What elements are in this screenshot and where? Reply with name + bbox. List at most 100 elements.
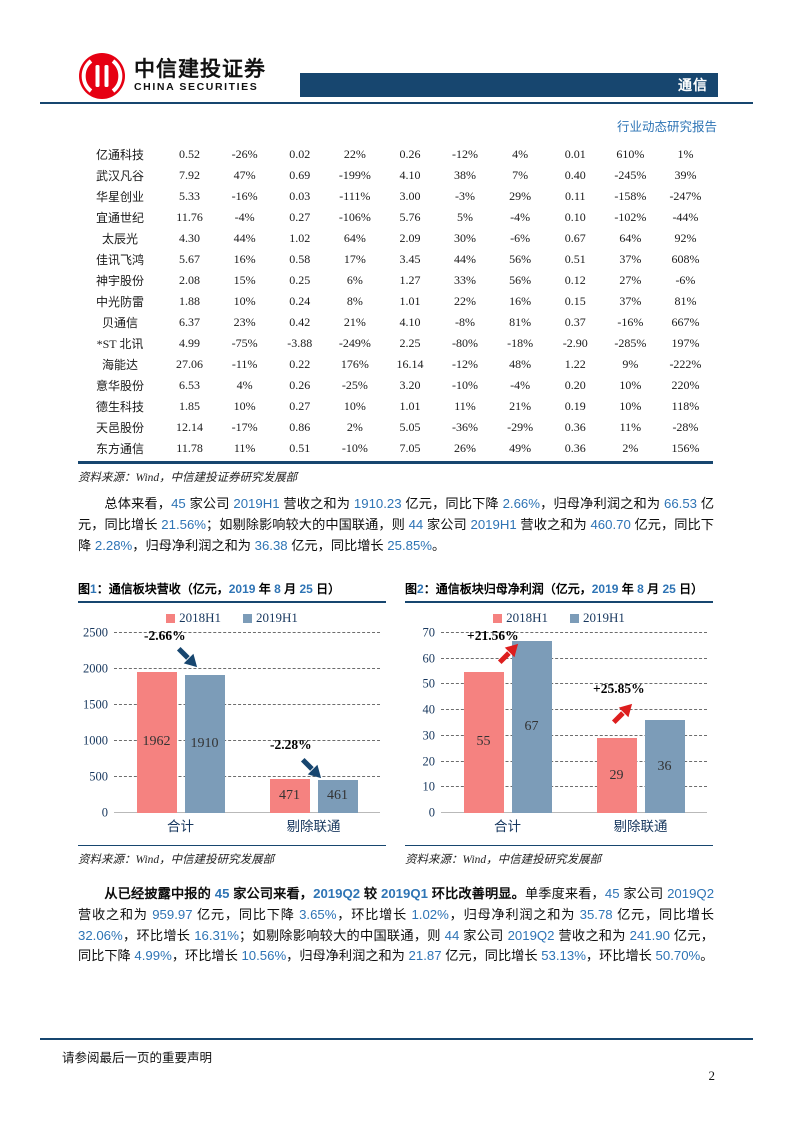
y-tick-label: 50 [422,676,436,691]
table-cell: 0.27 [289,399,311,413]
table-cell: 3.00 [399,189,421,203]
summary-text: 总体来看，45 家公司 2019H1 营收之和为 1910.23 亿元，同比下降… [78,496,715,553]
table-cell: 0.51 [289,441,311,455]
bar-2018H1-合计: 55 [463,671,504,813]
figure-2-source: 资料来源：Wind，中信建投研究发展部 [405,845,713,867]
trend-arrow-down-icon [176,646,198,668]
y-axis: 0 10 20 30 40 50 60 70 [405,626,441,820]
table-cell: -2.90 [562,336,588,350]
table-cell: 6% [346,273,363,287]
table-cell: -6% [675,273,696,287]
table-row: 海能达 27.06 -11% 0.22 176% 16.14 -12% 48% 1.22 9% -2… [78,354,713,375]
table-cell: 197% [671,336,700,350]
table-cell: -111% [339,189,371,203]
table-row: 神宇股份 2.08 15% 0.25 6% 1.27 33% 56% 0.12 27% -6% [78,270,713,291]
table-cell: 6.53 [179,378,201,392]
table-cell: -75% [231,336,258,350]
gridline [441,632,707,633]
table-cell: 意华股份 [95,379,144,393]
bars-layer: 55 67 29 36 [441,633,707,813]
table-cell: 0.52 [179,147,201,161]
bar-2018H1-剔除联通: 471 [269,779,310,813]
table-cell: 39% [674,168,697,182]
plot-area: +21.56% +25.85% 55 67 29 36 [441,628,707,813]
table-cell: 16.14 [396,357,424,371]
bar-value-label: 55 [476,734,491,750]
x-category-label: 剔除联通 [613,819,668,834]
legend-swatch-icon [493,613,503,623]
gridline [114,668,380,669]
y-tick-label: 60 [422,651,436,666]
trend-arrow-up-icon [611,703,633,725]
y-tick-label: 0 [101,805,108,820]
table-cell: 武汉凡谷 [95,169,144,183]
gridline [114,776,380,777]
bar-value-label: 471 [279,788,300,804]
table-cell: -3% [455,189,476,203]
table-cell: 3.20 [399,378,421,392]
brand-name-en: CHINA SECURITIES [134,81,259,94]
bars-layer: 1962 1910 471 461 [114,633,380,813]
gridline [114,812,380,813]
table-cell: 2.09 [399,231,421,245]
bar-group: 471 461 [247,633,380,813]
table-cell: 海能达 [101,358,138,372]
bar-value-label: 29 [609,767,624,783]
table-cell: 610% [616,147,645,161]
table-cell: -29% [507,420,534,434]
table-cell: 667% [671,315,700,329]
table-row: 天邑股份 12.14 -17% 0.86 2% 5.05 -36% -29% 0.36 11% -2… [78,417,713,438]
table-cell: 宜通世纪 [95,211,144,225]
table-cell: 1.02 [289,231,311,245]
table-cell: 0.51 [564,252,586,266]
figures-row: 图1：通信板块营收（亿元，2019 年 8 月 25 日） 2018H1 2019… [78,580,713,867]
table-cell: 29% [509,189,532,203]
table-cell: 22% [454,294,477,308]
table-cell: 德生科技 [95,400,144,414]
trend-arrow-up-icon [497,643,519,665]
table-cell: 中光防雷 [95,295,144,309]
gridline [441,657,707,659]
brand-text: 中信建投证券 CHINA SECURITIES [134,58,266,94]
figure-1-title: 图1：通信板块营收（亿元，2019 年 8 月 25 日） [78,580,386,603]
y-tick-label: 20 [422,754,436,769]
table-cell: 0.26 [399,147,421,161]
table-cell: -18% [507,336,534,350]
table-cell: 176% [340,357,369,371]
table-cell: -44% [672,210,699,224]
x-category-label: 剔除联通 [286,819,341,834]
legend-item: 2018H1 [493,610,548,626]
y-tick-label: 500 [89,769,108,784]
financial-table: 亿通科技 0.52 -26% 0.02 22% 0.26 -12% 4% 0.01 610% 1% 武… [78,144,713,485]
table-cell: 神宇股份 [95,274,144,288]
table-cell: 16% [509,294,532,308]
table-cell: 11% [619,420,642,434]
table-cell: 0.67 [564,231,586,245]
table-cell: 33% [454,273,477,287]
table-cell: 华星创业 [95,190,144,204]
table-cell: 38% [454,168,477,182]
table-cell: 1.01 [399,294,421,308]
table-cell: 2.08 [179,273,201,287]
table-cell: 11.76 [176,210,203,224]
table-cell: 48% [509,357,532,371]
gridline [441,734,707,736]
quarter-paragraph: 从已经披露中报的 45 家公司来看，2019Q2 较 2019Q1 环比改善明显… [78,884,714,967]
table-cell: -25% [341,378,368,392]
table-cell: 2.25 [399,336,421,350]
figure-1-legend: 2018H1 2019H1 [78,605,386,631]
table-cell: 0.20 [564,378,586,392]
x-axis-labels: 合计 剔除联通 [114,813,380,837]
table-cell: -102% [614,210,647,224]
bar-2018H1-合计: 1962 [136,671,177,813]
table-row: 太辰光 4.30 44% 1.02 64% 2.09 30% -6% 0.67 64% 92% [78,228,713,249]
table-cell: -28% [672,420,699,434]
summary-paragraph: 总体来看，45 家公司 2019H1 营收之和为 1910.23 亿元，同比下降… [78,494,714,556]
table-cell: 10% [233,294,256,308]
table-cell: 44% [454,252,477,266]
table-cell: 37% [619,252,642,266]
table-cell: 11% [233,441,256,455]
table-row: 东方通信 11.78 11% 0.51 -10% 7.05 26% 49% 0.36 2% 156% [78,438,713,459]
legend-swatch-icon [166,613,176,623]
y-tick-label: 1000 [83,733,108,748]
